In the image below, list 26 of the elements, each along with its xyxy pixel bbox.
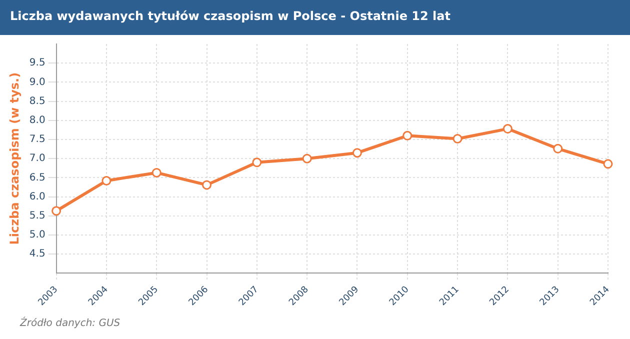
point bbox=[252, 158, 262, 168]
point bbox=[452, 134, 462, 144]
text: Źródło danych: GUS bbox=[20, 318, 120, 329]
point bbox=[553, 144, 563, 154]
y-tick-label: 5.5 bbox=[29, 210, 46, 222]
y-tick-label: 8.5 bbox=[29, 96, 46, 107]
point bbox=[102, 176, 112, 186]
y-tick-label: 6.0 bbox=[29, 191, 46, 202]
y-tick-label: 7.0 bbox=[29, 153, 46, 164]
point bbox=[502, 124, 512, 134]
y-tick-label: 5.0 bbox=[29, 230, 46, 241]
point bbox=[52, 206, 62, 216]
y-tick-label: 9.0 bbox=[29, 76, 46, 88]
y-tick-label: 4.5 bbox=[29, 248, 46, 260]
point bbox=[202, 180, 212, 190]
chart-title: Liczba wydawanych tytułów czasopism w Polsce - Ostatnie 12 lat bbox=[0, 0, 630, 35]
y-tick-label: 8.0 bbox=[29, 114, 46, 126]
y-axis-title: Liczba czasopism (w tys.) bbox=[7, 72, 22, 245]
y-tick-label: 7.5 bbox=[29, 134, 46, 146]
y-tick-label: 9.5 bbox=[29, 58, 46, 69]
point bbox=[302, 154, 312, 164]
point bbox=[352, 148, 362, 158]
point bbox=[402, 130, 412, 140]
point bbox=[603, 159, 613, 169]
y-tick-label: 6.5 bbox=[29, 172, 46, 184]
point bbox=[152, 168, 162, 178]
